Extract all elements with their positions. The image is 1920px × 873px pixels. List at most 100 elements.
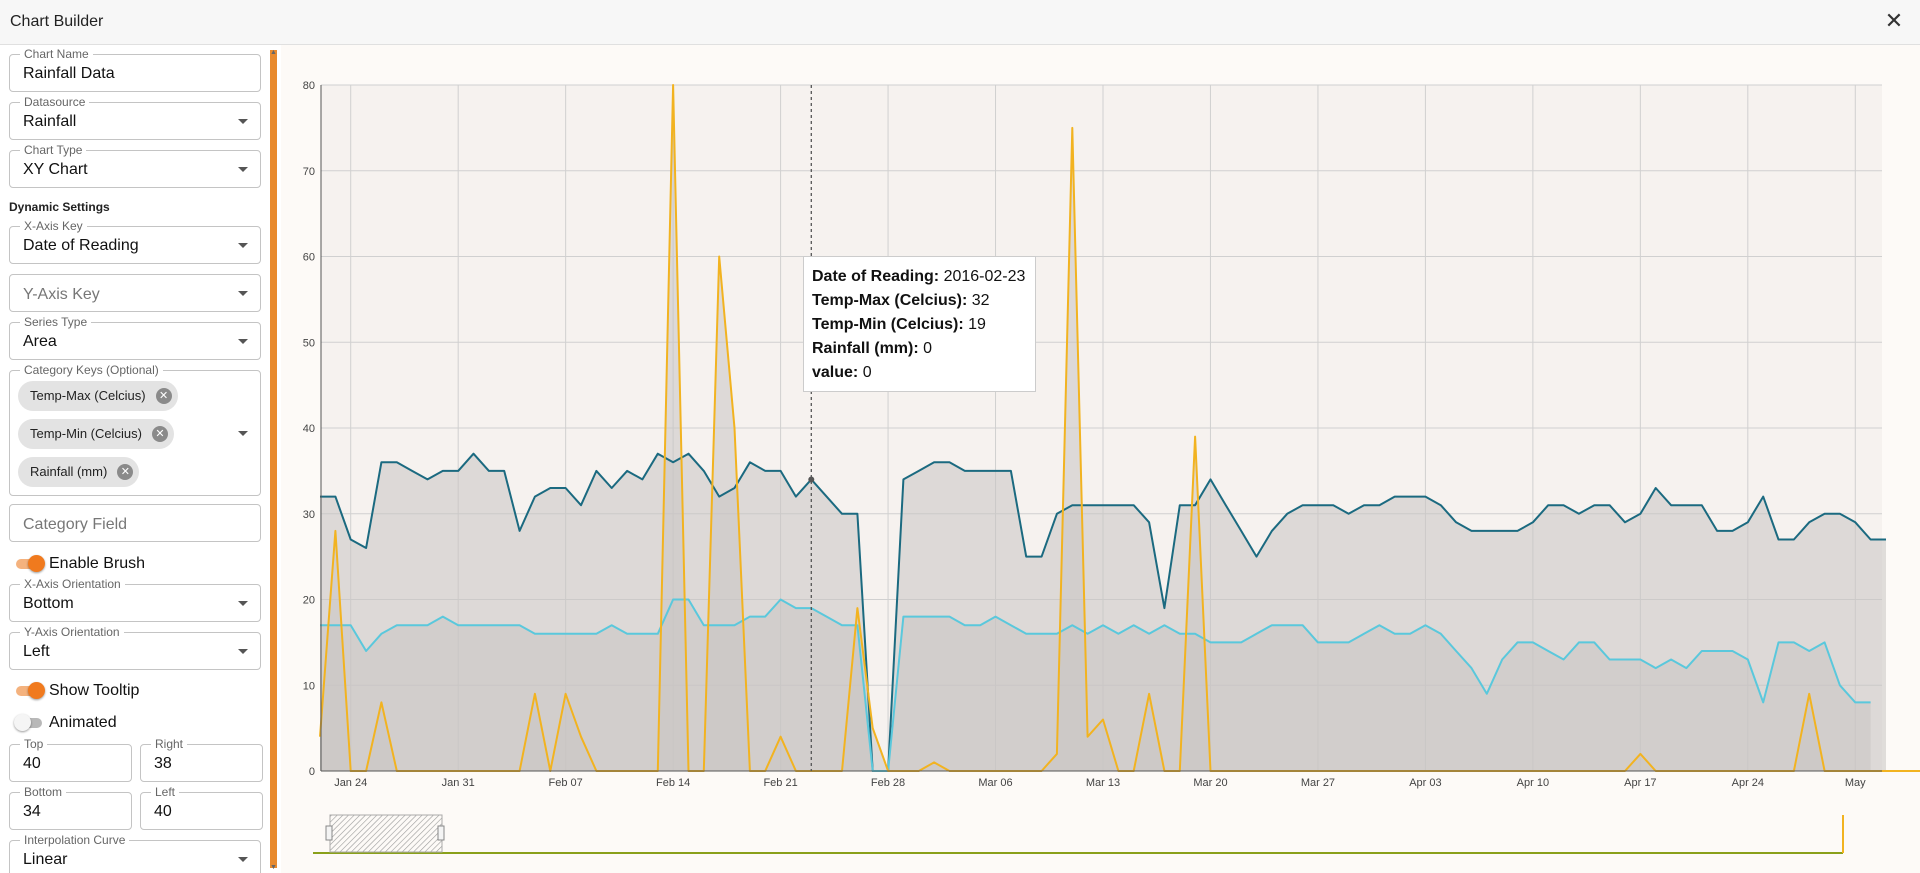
- y-tick-label: 20: [303, 595, 315, 607]
- tooltip-key: Date of Reading:: [812, 268, 940, 285]
- series-type-label: Series Type: [20, 315, 92, 329]
- animated-label: Animated: [49, 714, 117, 731]
- tooltip-value: 2016-02-23: [943, 268, 1026, 285]
- x-tick-label: Jan 24: [334, 777, 367, 789]
- interpolation-curve-value: Linear: [23, 851, 68, 868]
- window-titlebar: Chart Builder ✕: [0, 0, 1920, 45]
- chip-rainfall[interactable]: Rainfall (mm) ✕: [18, 457, 140, 487]
- close-icon[interactable]: ✕: [1884, 8, 1904, 33]
- y-tick-label: 0: [309, 766, 315, 778]
- chevron-down-icon[interactable]: [238, 119, 248, 124]
- y-axis-key-select[interactable]: Y-Axis Key: [9, 274, 261, 312]
- series-type-select[interactable]: Series Type Area: [9, 315, 261, 360]
- tooltip-row: Rainfall (mm): 0: [812, 337, 1027, 361]
- margin-right-label: Right: [151, 737, 188, 751]
- x-tick-label: Mar 13: [1086, 777, 1120, 789]
- chevron-down-icon[interactable]: [238, 291, 248, 296]
- x-tick-label: Apr 17: [1624, 777, 1656, 789]
- toggle-thumb[interactable]: [28, 682, 45, 699]
- brush-handle-right[interactable]: [437, 825, 445, 841]
- category-keys-label: Category Keys (Optional): [20, 363, 163, 377]
- chevron-down-icon[interactable]: [238, 601, 248, 606]
- chip-remove-icon[interactable]: ✕: [117, 464, 134, 480]
- margin-right-input[interactable]: Right 38: [140, 737, 263, 782]
- y-axis-orientation-value: Left: [23, 643, 50, 660]
- chip-remove-icon[interactable]: ✕: [155, 388, 172, 404]
- chevron-down-icon[interactable]: [238, 339, 248, 344]
- margin-left-input[interactable]: Left 40: [140, 785, 263, 830]
- chart-name-value[interactable]: Rainfall Data: [23, 65, 115, 82]
- tooltip-value: 32: [971, 292, 990, 309]
- margin-top-input[interactable]: Top 40: [9, 737, 132, 782]
- tooltip-key: Rainfall (mm):: [812, 340, 919, 357]
- y-tick-label: 60: [303, 252, 315, 264]
- tooltip-key: Temp-Max (Celcius):: [812, 292, 968, 309]
- xy-chart[interactable]: 0 10 20 30 40 50 60 70 80 Jan 24 Jan 31 Feb 07 Feb 1…: [281, 45, 1920, 873]
- tooltip-value: 0: [862, 364, 872, 381]
- brush-handle-left[interactable]: [325, 825, 333, 841]
- x-tick-label: Feb 14: [656, 777, 690, 789]
- settings-sidebar[interactable]: Chart Name Rainfall Data Datasource Rain…: [0, 45, 272, 873]
- window-title: Chart Builder: [10, 13, 104, 30]
- x-axis-key-value: Date of Reading: [23, 237, 139, 254]
- interpolation-curve-label: Interpolation Curve: [20, 833, 130, 847]
- margin-top-label: Top: [20, 737, 48, 751]
- chevron-down-icon[interactable]: [238, 243, 248, 248]
- dynamic-settings-heading: Dynamic Settings: [9, 200, 110, 214]
- x-tick-label: Feb 21: [763, 777, 797, 789]
- chevron-down-icon[interactable]: [238, 167, 248, 172]
- x-tick-label: Mar 06: [978, 777, 1012, 789]
- chevron-down-icon[interactable]: [238, 857, 248, 862]
- series-temp-min-line: [320, 598, 1871, 772]
- tooltip-row: Date of Reading: 2016-02-23: [812, 265, 1027, 289]
- y-tick-label: 30: [303, 509, 315, 521]
- x-axis-orientation-label: X-Axis Orientation: [20, 577, 125, 591]
- tooltip-row: Temp-Min (Celcius): 19: [812, 313, 1027, 337]
- category-field-input[interactable]: Category Field: [9, 504, 261, 542]
- chart-type-select[interactable]: Chart Type XY Chart: [9, 143, 261, 188]
- margin-bottom-value[interactable]: 34: [23, 803, 41, 820]
- datasource-select[interactable]: Datasource Rainfall: [9, 95, 261, 140]
- tooltip-value: 0: [923, 340, 933, 357]
- y-tick-label: 10: [303, 680, 315, 692]
- x-tick-label: Apr 10: [1517, 777, 1549, 789]
- brush-selection[interactable]: [329, 814, 443, 853]
- y-tick-label: 50: [303, 337, 315, 349]
- scroll-down-icon[interactable]: ▼: [270, 864, 277, 871]
- crosshair-point: [808, 476, 815, 483]
- category-field-placeholder: Category Field: [23, 516, 128, 533]
- chevron-down-icon[interactable]: [238, 649, 248, 654]
- x-axis-orientation-value: Bottom: [23, 595, 74, 612]
- margin-right-value[interactable]: 38: [154, 755, 172, 772]
- enable-brush-label: Enable Brush: [49, 555, 146, 572]
- chart-name-field[interactable]: Chart Name Rainfall Data: [9, 47, 261, 92]
- chart-type-label: Chart Type: [20, 143, 87, 157]
- chart-area[interactable]: 0 10 20 30 40 50 60 70 80 Jan 24 Jan 31 Feb 07 Feb 1…: [281, 45, 1920, 873]
- chip-temp-min[interactable]: Temp-Min (Celcius) ✕: [18, 419, 174, 449]
- category-keys-select[interactable]: Category Keys (Optional) Temp-Max (Celci…: [9, 363, 261, 496]
- y-tick-label: 80: [303, 80, 315, 92]
- margin-bottom-label: Bottom: [20, 785, 67, 799]
- margin-top-value[interactable]: 40: [23, 755, 41, 772]
- scroll-up-icon[interactable]: ▲: [270, 49, 277, 56]
- y-axis-orientation-select[interactable]: Y-Axis Orientation Left: [9, 625, 261, 670]
- x-axis-orientation-select[interactable]: X-Axis Orientation Bottom: [9, 577, 261, 622]
- toggle-thumb[interactable]: [28, 555, 45, 572]
- chevron-down-icon[interactable]: [238, 431, 248, 436]
- toggle-thumb[interactable]: [14, 714, 31, 731]
- chip-temp-max[interactable]: Temp-Max (Celcius) ✕: [18, 381, 178, 411]
- chart-tooltip: Date of Reading: 2016-02-23 Temp-Max (Ce…: [803, 256, 1036, 392]
- chip-remove-icon[interactable]: ✕: [151, 426, 168, 442]
- datasource-label: Datasource: [20, 95, 90, 109]
- sidebar-scrollbar[interactable]: [270, 50, 277, 868]
- tooltip-key: Temp-Min (Celcius):: [812, 316, 964, 333]
- margin-left-value[interactable]: 40: [154, 803, 172, 820]
- x-axis-key-select[interactable]: X-Axis Key Date of Reading: [9, 219, 261, 264]
- y-axis-key-placeholder: Y-Axis Key: [23, 286, 100, 303]
- x-tick-label: Apr 03: [1409, 777, 1441, 789]
- tooltip-row: value: 0: [812, 361, 1027, 385]
- margin-bottom-input[interactable]: Bottom 34: [9, 785, 132, 830]
- series-temp-max-line: [320, 452, 1886, 772]
- tooltip-row: Temp-Max (Celcius): 32: [812, 289, 1027, 313]
- interpolation-curve-select[interactable]: Interpolation Curve Linear: [9, 833, 261, 873]
